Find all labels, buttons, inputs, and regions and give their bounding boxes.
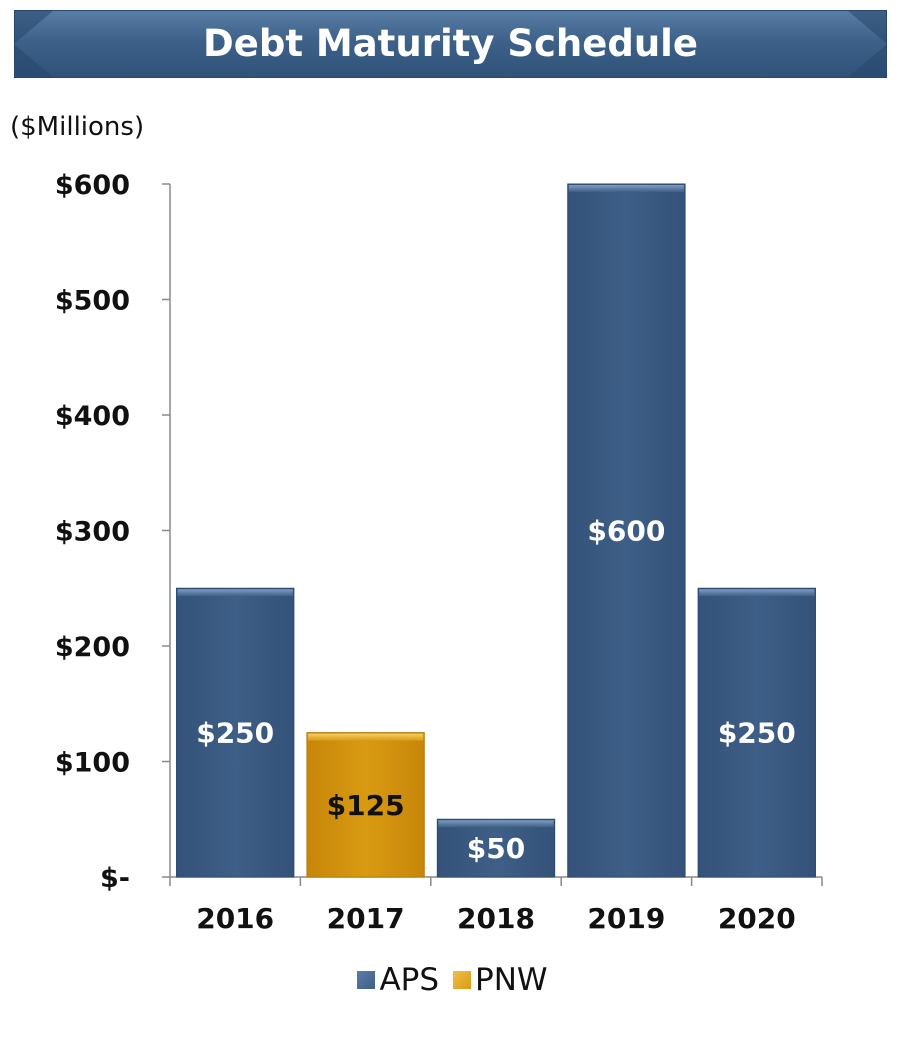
x-tick-label: 2018 [457,902,535,935]
y-axis-unit-label: ($Millions) [10,112,145,142]
x-tick-label: 2016 [196,902,274,935]
legend-label-pnw: PNW [475,962,548,998]
data-label-2019: $600 [587,515,665,548]
y-tick-label: $500 [55,286,130,317]
bar-aps-2019 [567,183,686,878]
y-tick-label: $400 [55,401,130,432]
bar-top-bevel [699,589,815,597]
banner-left-cap [14,10,54,78]
x-tick-label: 2019 [587,902,665,935]
data-label-2016: $250 [196,717,274,750]
bar-aps-2018 [436,818,556,878]
chart-title: Debt Maturity Schedule [203,22,698,65]
data-label-2018: $50 [467,832,525,865]
bar-top-bevel [568,185,685,192]
legend-item-pnw: PNW [453,962,548,998]
y-tick-label: $100 [55,748,130,779]
y-tick-label: $200 [55,632,130,663]
data-label-2017: $125 [327,789,405,822]
y-tick-label: $300 [55,517,130,548]
legend-swatch-aps [357,971,376,989]
legend-item-aps: APS [357,962,439,998]
banner-right-cap [847,10,887,78]
chart-legend: APS PNW [0,960,905,1000]
data-label-2020: $250 [718,717,796,750]
x-tick-label: 2020 [718,902,796,935]
bar-pnw-2017 [306,732,425,878]
y-tick-label: $- [100,863,130,894]
bar-top-bevel [438,820,554,828]
legend-label-aps: APS [379,962,440,998]
bar-top-bevel [177,589,293,597]
legend-swatch-pnw [453,971,472,989]
bar-aps-2016 [176,587,295,878]
bar-aps-2020 [697,587,816,878]
x-tick-label: 2017 [327,902,405,935]
y-tick-label: $600 [55,170,130,201]
bar-top-bevel [307,733,424,741]
chart-title-banner: Debt Maturity Schedule [14,10,887,78]
